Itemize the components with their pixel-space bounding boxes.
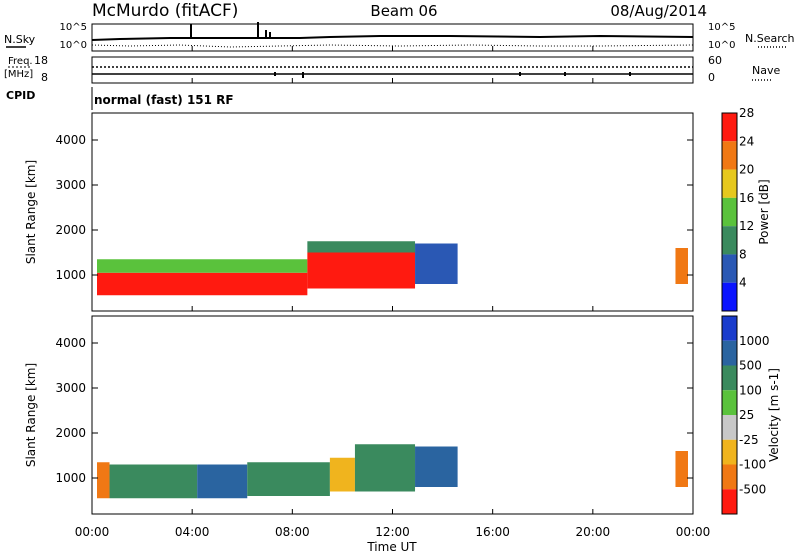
nave-tick-high: 60 [708,54,722,67]
power-colorbar-tick-0: 4 [739,276,747,290]
velocity-band-2 [197,464,248,499]
power-colorbar-label: Power [dB] [757,179,771,244]
power-plot-area [97,241,688,296]
velocity-panel: 1000 2000 3000 4000 Slant Range [km] 1000 50… [24,315,781,515]
freq-tick-low: 8 [41,71,48,84]
power-colorbar-tick-2: 12 [739,219,754,233]
velocity-colorbar-cell-0 [722,316,737,341]
power-yticks: 1000 2000 3000 4000 [55,133,693,282]
noise-panel: 10^5 10^0 10^5 10^0 N.Sky N.Search [4,22,795,52]
velocity-band-3 [247,462,330,496]
freq-panel: 18 8 60 0 Freq. [MHz] Nave [4,54,780,84]
velocity-colorbar-tick-6: -500 [739,482,766,496]
nave-label: Nave [752,64,780,77]
noise-tick-left-high: 10^5 [60,22,87,33]
power-colorbar-cell-5 [722,254,737,283]
cpid-panel: CPID normal (fast) 151 RF [6,87,234,110]
velocity-colorbar-cell-7 [722,489,737,514]
velocity-band-4 [329,457,355,492]
power-colorbar-tick-5: 24 [739,134,754,148]
velocity-colorbar-tick-4: -25 [739,433,759,447]
x-axis-ticks: 00:00 04:00 08:00 12:00 16:00 20:00 00:00 [75,46,711,539]
velocity-colorbar-label: Velocity [m s-1] [767,368,781,462]
noise-tick-right-low: 10^0 [708,40,735,51]
velocity-colorbar-tick-0: 1000 [739,334,770,348]
mhz-label: [MHz] [4,69,33,80]
velocity-ytick-label-0: 1000 [55,471,86,485]
nsearch-label: N.Search [745,32,795,45]
power-band-1 [97,259,308,273]
velocity-colorbar-cell-2 [722,365,737,391]
cpid-label: CPID [6,89,35,102]
power-colorbar-tick-3: 16 [739,191,754,205]
power-ytick-label-2: 3000 [55,178,86,192]
velocity-band-5 [354,444,416,492]
x-tick-label-4: 16:00 [475,525,510,539]
x-tick-label-5: 20:00 [576,525,611,539]
nave-tick-low: 0 [708,71,715,84]
noise-tick-left-low: 10^0 [60,40,87,51]
power-ylabel: Slant Range [km] [24,160,38,264]
x-tick-label-3: 12:00 [375,525,410,539]
power-colorbar-cell-0 [722,113,737,142]
power-band-5 [675,248,688,284]
power-band-3 [307,241,416,253]
power-band-2 [307,252,416,289]
velocity-colorbar-cell-4 [722,415,737,440]
power-colorbar-cell-3 [722,197,737,227]
velocity-colorbar-cell-5 [722,439,737,465]
power-colorbar-cell-4 [722,226,737,255]
velocity-ytick-label-3: 4000 [55,336,86,350]
beam-title: Beam 06 [370,2,437,20]
velocity-yticks: 1000 2000 3000 4000 [55,336,693,485]
velocity-colorbar-tick-1: 500 [739,359,762,373]
x-axis-label: Time UT [366,540,417,554]
nsky-label: N.Sky [4,33,36,46]
x-tick-label-0: 00:00 [75,525,110,539]
power-band-0 [97,272,308,296]
x-tick-label-1: 04:00 [175,525,210,539]
station-title: McMurdo (fitACF) [92,1,238,21]
x-tick-label-6: 00:00 [676,525,711,539]
power-ytick-label-0: 1000 [55,268,86,282]
power-colorbar-cell-2 [722,169,737,198]
date-title: 08/Aug/2014 [610,2,707,20]
noise-tick-right-high: 10^5 [708,22,735,33]
power-colorbar-cell-1 [722,141,737,170]
cpid-value: normal (fast) 151 RF [94,93,234,107]
velocity-plot-area [97,444,688,499]
velocity-colorbar-cell-6 [722,464,737,490]
velocity-band-7 [675,451,688,487]
velocity-colorbar-frame [721,315,738,515]
x-tick-label-2: 08:00 [275,525,310,539]
velocity-ylabel: Slant Range [km] [24,363,38,467]
power-colorbar: 4 8 12 16 20 24 28 [721,106,754,312]
velocity-colorbar: 1000 500 100 25 -25 -100 -500 [721,315,770,515]
velocity-ytick-label-1: 2000 [55,426,86,440]
power-ytick-label-1: 2000 [55,223,86,237]
power-ytick-label-3: 4000 [55,133,86,147]
freq-label: Freq. [8,56,33,67]
velocity-band-1 [109,464,198,499]
power-colorbar-frame [721,112,738,312]
power-panel: 1000 2000 3000 4000 Slant Range [km] 4 8 12 16… [24,106,771,312]
velocity-colorbar-cell-1 [722,340,737,366]
velocity-colorbar-tick-2: 100 [739,383,762,397]
power-colorbar-tick-4: 20 [739,163,754,177]
power-colorbar-tick-1: 8 [739,247,747,261]
velocity-band-6 [415,446,458,487]
power-band-4 [415,243,458,284]
velocity-band-0 [97,462,110,499]
freq-tick-high: 18 [34,54,48,67]
velocity-ytick-label-2: 3000 [55,381,86,395]
velocity-colorbar-tick-5: -100 [739,458,766,472]
velocity-colorbar-cell-3 [722,390,737,415]
velocity-colorbar-tick-3: 25 [739,408,754,422]
power-colorbar-cell-6 [722,282,737,311]
power-colorbar-tick-6: 28 [739,106,754,120]
